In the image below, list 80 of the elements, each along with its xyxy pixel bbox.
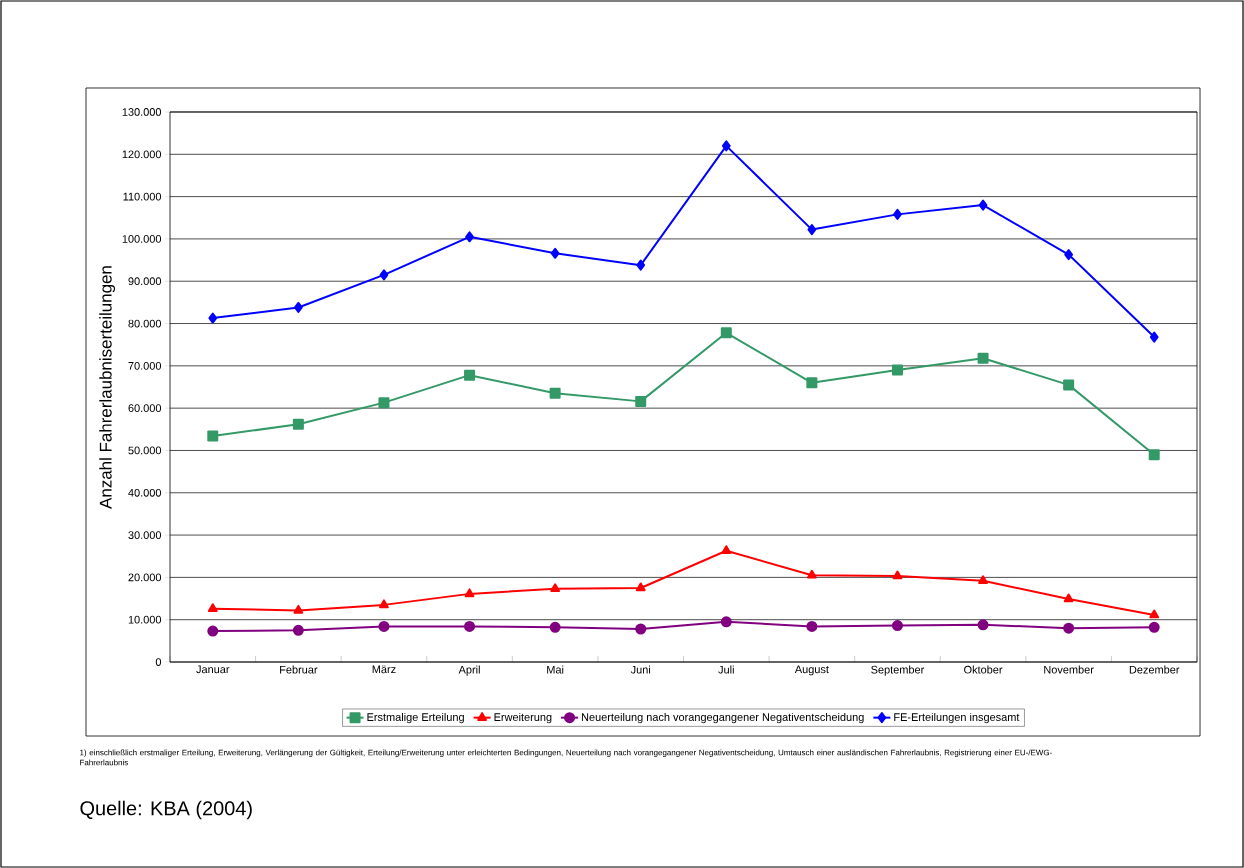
point [549, 387, 561, 399]
y-tick-label: 50.000 [128, 446, 162, 455]
y-tick-label: 70.000 [128, 361, 162, 370]
point [378, 620, 390, 632]
point [207, 603, 218, 612]
y-tick-label: 90.000 [128, 277, 162, 286]
point [635, 582, 646, 592]
point [293, 604, 304, 614]
x-tick-label: August [794, 665, 829, 676]
point [550, 583, 561, 593]
point [1063, 379, 1075, 391]
point [806, 377, 818, 389]
x-tick-label: Mai [547, 665, 564, 674]
y-axis-title: Anzahl Fahrerlaubniserteilungen [99, 266, 116, 509]
y-tick-label: 30.000 [128, 531, 162, 539]
point [806, 569, 817, 579]
point [635, 395, 647, 407]
source-note: Quelle: KBA (2004) [80, 800, 252, 820]
point [720, 616, 732, 628]
point [891, 620, 903, 632]
point [978, 575, 988, 585]
point [720, 327, 732, 339]
x-tick-label: Januar [196, 665, 230, 674]
point [550, 247, 560, 259]
x-tick-label: September [871, 665, 925, 676]
point [636, 259, 646, 271]
y-tick-label: 10.000 [128, 615, 162, 624]
point [1148, 449, 1160, 461]
point [464, 620, 476, 632]
point [549, 621, 561, 633]
y-tick-label: 80.000 [128, 319, 162, 328]
legend-label: FE-Erteilungen insgesamt [894, 712, 1020, 724]
x-tick-label: Dezember [1129, 665, 1180, 674]
point [378, 397, 390, 409]
point [978, 199, 988, 211]
point [806, 620, 818, 632]
point [892, 570, 903, 580]
x-tick-label: Juli [718, 665, 734, 674]
y-tick-label: 120.000 [122, 150, 162, 159]
point [635, 623, 647, 635]
point [1064, 249, 1074, 261]
point [207, 430, 219, 442]
point [464, 369, 476, 381]
point [891, 364, 903, 376]
point [292, 624, 304, 636]
legend-label: Erstmalige Erteilung [367, 712, 464, 724]
x-tick-label: Juni [630, 665, 651, 674]
x-tick-label: Februar [280, 665, 318, 674]
point [977, 619, 989, 631]
y-tick-label: 130.000 [122, 108, 162, 116]
point [208, 312, 218, 324]
point [977, 352, 989, 364]
x-tick-label: April [458, 665, 480, 676]
point [721, 140, 731, 152]
point [1148, 621, 1160, 633]
point [379, 269, 389, 281]
x-tick-label: November [1044, 665, 1094, 674]
point [721, 545, 732, 554]
point [464, 588, 475, 598]
point [465, 231, 474, 243]
point [1063, 593, 1074, 603]
y-tick-label: 20.000 [128, 573, 162, 582]
point [1149, 331, 1159, 343]
point [379, 599, 389, 609]
y-tick-label: 110.000 [123, 192, 162, 201]
y-tick-label: 60.000 [128, 404, 162, 413]
y-tick-label: 0 [155, 658, 162, 666]
legend-label: Neuerteilung nach vorangegangener Negativentscheidung [581, 712, 864, 724]
legend-label: Erweiterung [494, 712, 552, 724]
point [807, 224, 817, 236]
point [1063, 622, 1075, 634]
point [1149, 609, 1160, 619]
x-tick-label: Oktober [964, 665, 1003, 674]
y-tick-label: 40.000 [128, 488, 162, 497]
x-tick-label: März [372, 665, 396, 674]
point [207, 625, 219, 637]
y-tick-label: 100.000 [122, 235, 162, 243]
point [893, 208, 902, 220]
point [292, 418, 304, 430]
point [294, 301, 303, 313]
